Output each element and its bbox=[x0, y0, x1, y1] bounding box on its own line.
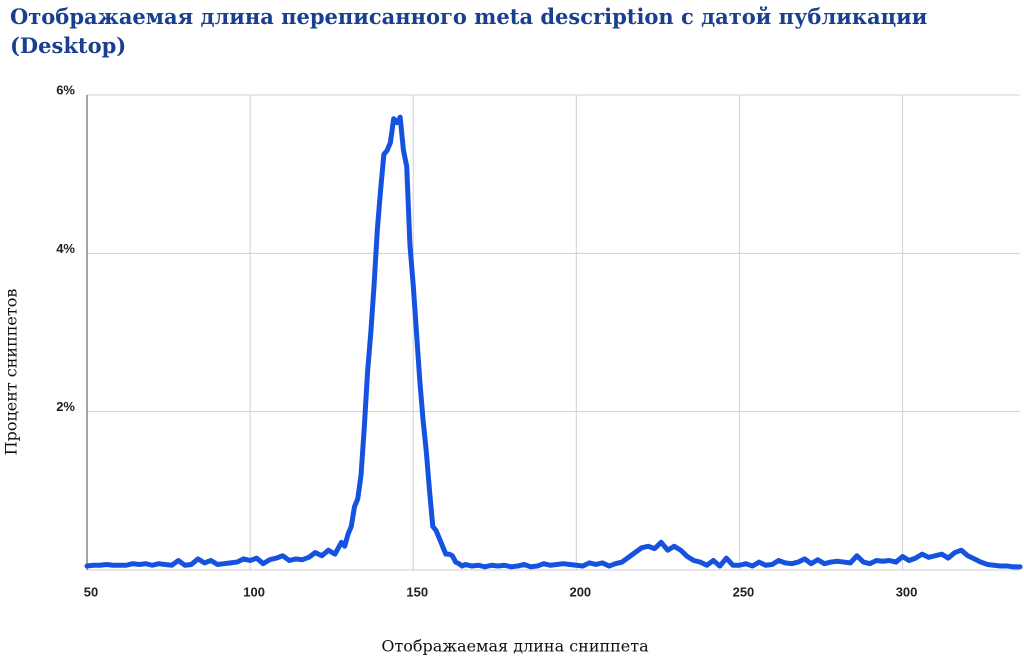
x-tick-label: 200 bbox=[569, 584, 591, 599]
y-tick-label: 2% bbox=[56, 399, 75, 414]
x-tick-label: 50 bbox=[84, 584, 98, 599]
x-tick-label: 250 bbox=[733, 584, 755, 599]
chart-title: Отображаемая длина переписанного meta de… bbox=[10, 4, 928, 58]
y-axis-title: Процент сниппетов bbox=[2, 289, 21, 456]
y-tick-label: 6% bbox=[56, 82, 75, 97]
x-tick-label: 100 bbox=[243, 584, 265, 599]
x-tick-label: 300 bbox=[896, 584, 918, 599]
x-axis-title: Отображаемая длина сниппета bbox=[381, 637, 649, 656]
x-tick-label: 150 bbox=[406, 584, 428, 599]
data-line bbox=[84, 114, 1023, 570]
y-tick-label: 4% bbox=[56, 241, 75, 256]
